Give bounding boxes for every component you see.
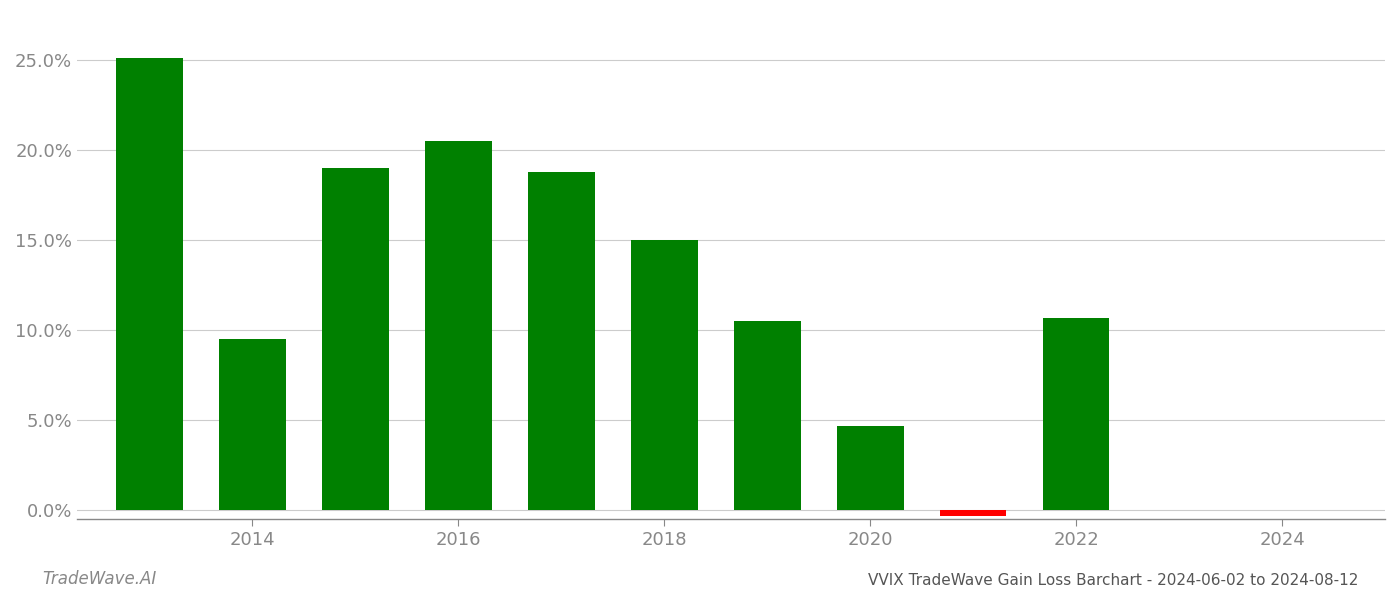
Bar	[630, 240, 697, 510]
Bar	[116, 58, 182, 510]
Bar	[837, 425, 903, 510]
Text: VVIX TradeWave Gain Loss Barchart - 2024-06-02 to 2024-08-12: VVIX TradeWave Gain Loss Barchart - 2024…	[868, 573, 1358, 588]
Bar	[322, 168, 389, 510]
Bar	[1043, 317, 1109, 510]
Bar	[734, 321, 801, 510]
Bar	[218, 339, 286, 510]
Bar	[939, 510, 1007, 515]
Bar	[528, 172, 595, 510]
Bar	[424, 141, 491, 510]
Text: TradeWave.AI: TradeWave.AI	[42, 570, 157, 588]
